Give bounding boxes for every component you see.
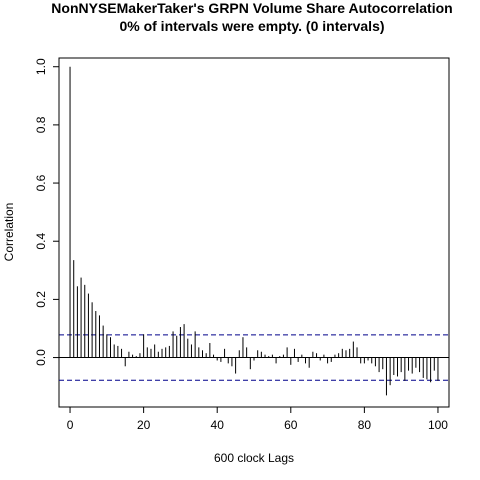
y-tick-label: 0.6 bbox=[34, 174, 48, 191]
x-tick-label: 20 bbox=[137, 418, 151, 432]
y-tick-label: 1.0 bbox=[34, 58, 48, 75]
x-tick-label: 80 bbox=[358, 418, 372, 432]
y-tick-label: 0.2 bbox=[34, 291, 48, 308]
y-tick-label: 0.0 bbox=[34, 349, 48, 366]
x-axis-label: 600 clock Lags bbox=[214, 451, 294, 465]
chart-subtitle: 0% of intervals were empty. (0 intervals… bbox=[119, 18, 384, 34]
x-tick-label: 60 bbox=[284, 418, 298, 432]
chart-title: NonNYSEMakerTaker's GRPN Volume Share Au… bbox=[51, 0, 452, 16]
confidence-bounds bbox=[59, 334, 449, 381]
x-axis: 0 20 40 60 80 100 bbox=[67, 406, 448, 432]
y-tick-label: 0.4 bbox=[34, 233, 48, 250]
x-tick-label: 100 bbox=[428, 418, 448, 432]
x-tick-label: 40 bbox=[211, 418, 225, 432]
x-tick-label: 0 bbox=[67, 418, 74, 432]
y-tick-label: 0.8 bbox=[34, 116, 48, 133]
y-axis-label: Correlation bbox=[2, 203, 16, 262]
y-axis: 0.0 0.2 0.4 0.6 0.8 1.0 bbox=[34, 58, 60, 366]
acf-bars bbox=[69, 66, 439, 396]
